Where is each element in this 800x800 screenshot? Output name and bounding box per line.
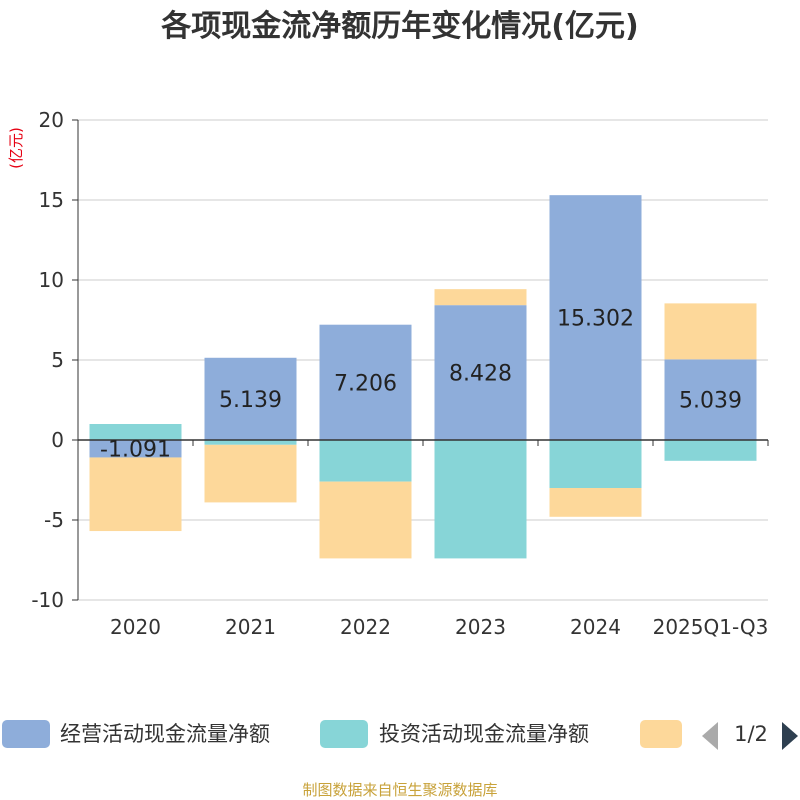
y-tick-label: 0: [51, 428, 64, 452]
chart-title: 各项现金流净额历年变化情况(亿元): [160, 9, 638, 44]
data-label-operating-2024: 15.302: [557, 307, 634, 332]
y-tick-label: 15: [39, 188, 64, 212]
bar-financing-2021[interactable]: [204, 444, 297, 503]
grid-lines: [78, 119, 768, 601]
x-tick-label: 2025Q1-Q3: [653, 615, 769, 639]
bar-investing-2021[interactable]: [204, 440, 297, 445]
bar-operating-2023[interactable]: [434, 305, 527, 440]
y-tick-label: -5: [44, 508, 64, 532]
x-tick-label: 2024: [570, 615, 621, 639]
legend-swatch-investing[interactable]: [320, 720, 368, 748]
x-tick-label: 2022: [340, 615, 391, 639]
legend-label-investing[interactable]: 投资活动现金流量净额: [379, 722, 589, 746]
bar-investing-2020[interactable]: [89, 424, 182, 440]
axes: 20 15 10 5 0 -5 -10 2020 2021 2022 2023 2024 2025Q1-…: [31, 108, 769, 639]
bar-financing-2023[interactable]: [434, 289, 527, 306]
bar-financing-2025Q1-Q3[interactable]: [664, 303, 757, 360]
legend-swatch-financing[interactable]: [640, 720, 682, 748]
bar-investing-2023[interactable]: [434, 440, 527, 559]
bar-financing-2020[interactable]: [89, 457, 182, 532]
bars: [89, 195, 757, 559]
x-tick-label: 2020: [110, 615, 161, 639]
bar-operating-2024[interactable]: [549, 195, 642, 440]
y-tick-label: -10: [31, 588, 64, 612]
legend-page-indicator: 1/2: [734, 722, 768, 746]
x-tick-label: 2021: [225, 615, 276, 639]
data-label-operating-2023: 8.428: [449, 362, 512, 387]
legend-swatch-operating[interactable]: [2, 720, 50, 748]
triangle-left-icon[interactable]: [702, 722, 718, 750]
y-tick-label: 10: [39, 268, 64, 292]
data-label-operating-2020: -1.091: [100, 438, 171, 463]
bar-financing-2022[interactable]: [319, 481, 412, 559]
x-tick-label: 2023: [455, 615, 506, 639]
bar-operating-2021[interactable]: [204, 357, 297, 440]
triangle-right-icon[interactable]: [782, 722, 798, 750]
bar-financing-2024[interactable]: [549, 488, 642, 517]
data-label-operating-2021: 5.139: [219, 388, 282, 413]
data-labels: -1.091 5.139 7.206 8.428 15.302 5.039: [100, 307, 742, 463]
legend-label-operating[interactable]: 经营活动现金流量净额: [60, 722, 270, 746]
y-tick-label: 5: [51, 348, 64, 372]
bar-operating-2025Q1-Q3[interactable]: [664, 359, 757, 440]
bar-operating-2020[interactable]: [89, 440, 182, 458]
data-label-operating-2025Q1-Q3: 5.039: [679, 389, 742, 414]
bar-investing-2022[interactable]: [319, 440, 412, 482]
data-label-operating-2022: 7.206: [334, 371, 397, 396]
source-footer: 制图数据来自恒生聚源数据库: [302, 781, 497, 799]
y-tick-label: 20: [39, 108, 64, 132]
bar-investing-2025Q1-Q3[interactable]: [664, 440, 757, 461]
bar-operating-2022[interactable]: [319, 324, 412, 440]
bar-investing-2024[interactable]: [549, 440, 642, 488]
y-axis-label: (亿元): [7, 127, 25, 169]
legend: 经营活动现金流量净额 投资活动现金流量净额 1/2: [2, 720, 798, 750]
